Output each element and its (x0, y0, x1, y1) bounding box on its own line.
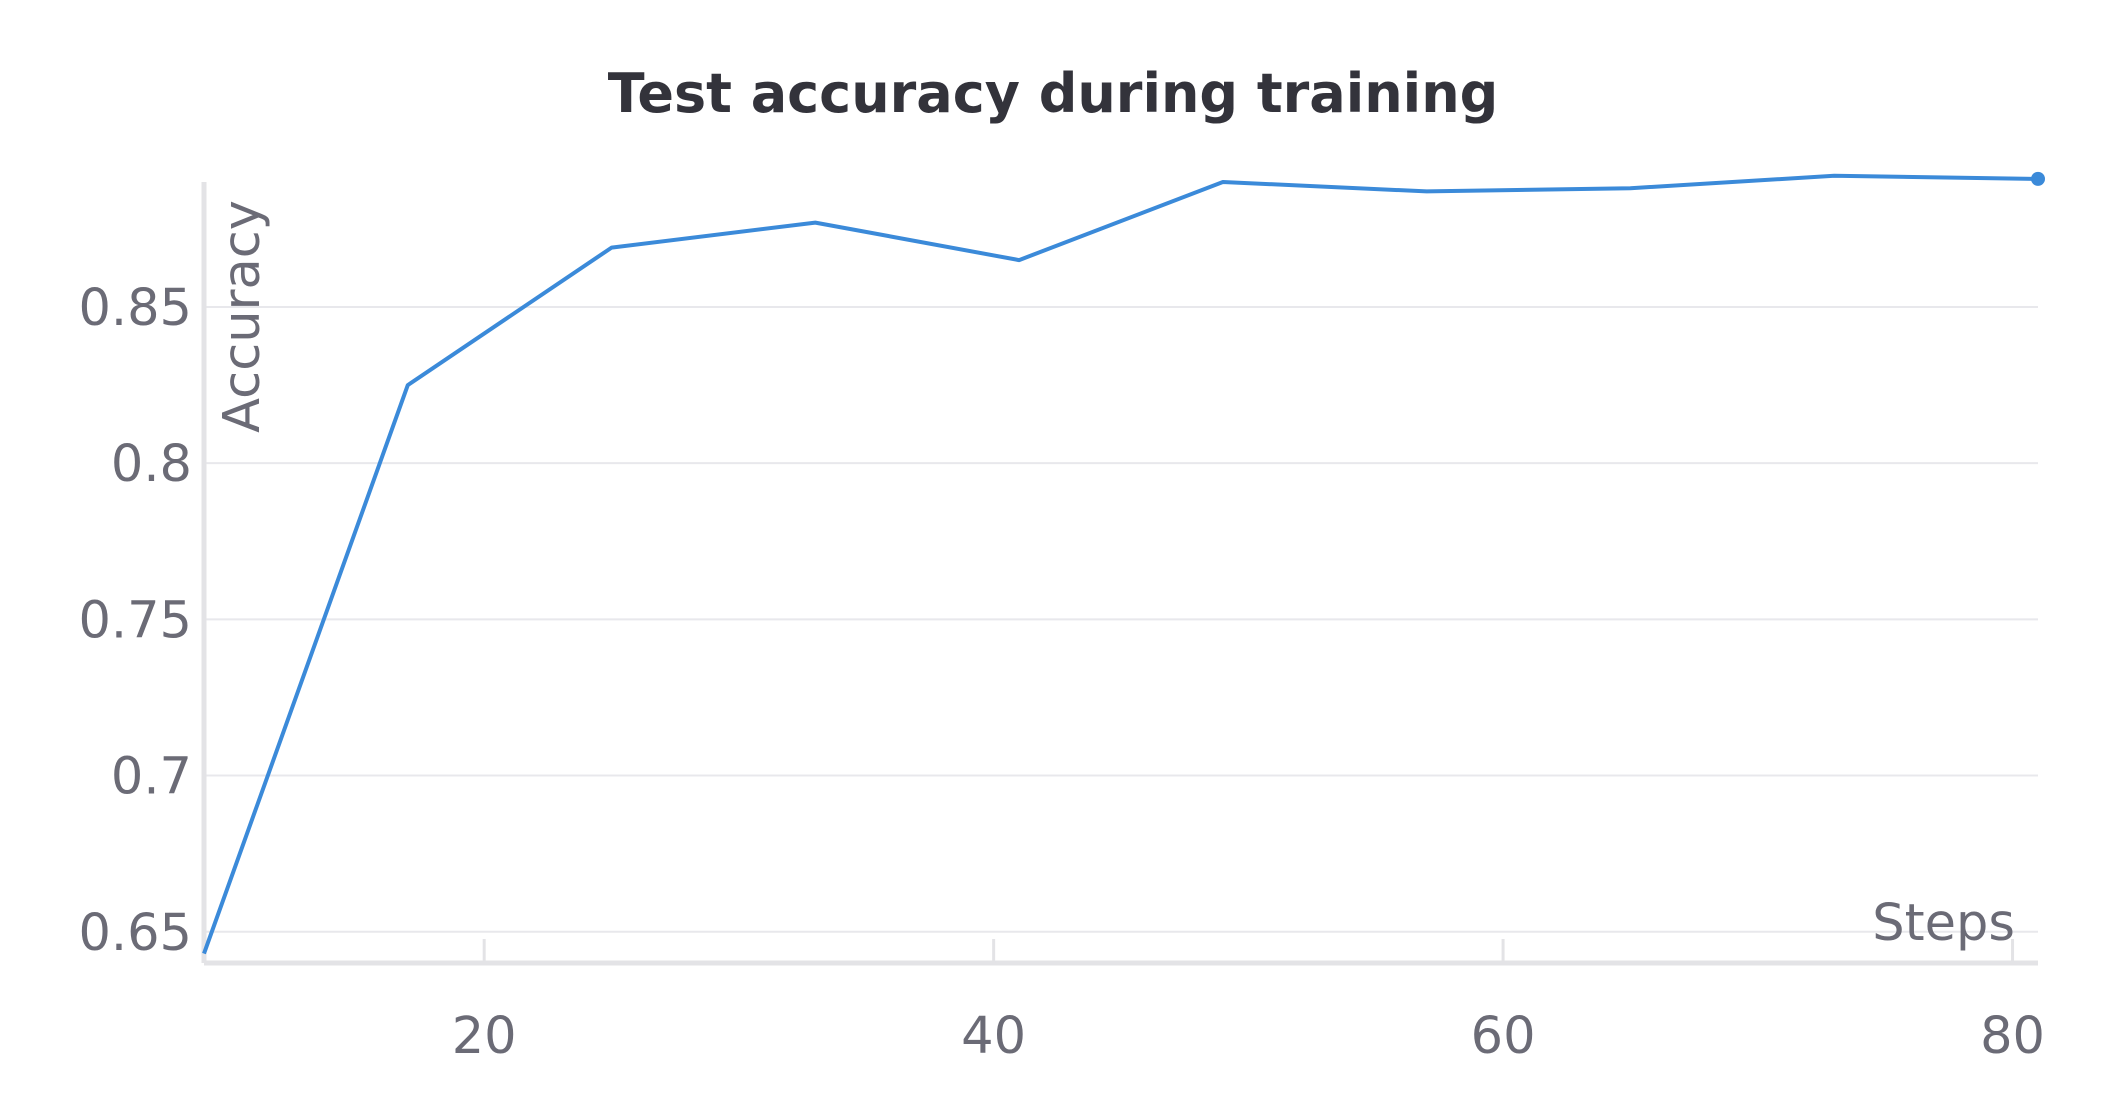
y-tick-label: 0.85 (78, 279, 192, 338)
series-layer (202, 171, 2045, 955)
end-point-marker (2031, 171, 2045, 186)
x-tick-label: 40 (961, 1007, 1026, 1066)
axis-labels: Accuracy Steps (213, 200, 2015, 953)
x-axis-label: Steps (1872, 894, 2015, 953)
x-tick-label: 60 (1471, 1007, 1536, 1066)
grid-lines (204, 305, 2038, 933)
series-line (202, 173, 2039, 955)
y-tick-label: 0.7 (111, 748, 192, 807)
chart-title: Test accuracy during training (607, 62, 1499, 125)
axes (201, 182, 2038, 966)
y-axis-label: Accuracy (213, 200, 272, 433)
x-tick-label: 80 (1980, 1007, 2045, 1066)
y-tick-label: 0.8 (111, 435, 192, 494)
y-tick-label: 0.75 (78, 591, 192, 650)
tick-labels: 0.65 0.7 0.75 0.8 0.85 20 40 60 80 (78, 279, 2045, 1066)
x-tick-label: 20 (452, 1007, 517, 1066)
y-tick-label: 0.65 (78, 904, 192, 963)
